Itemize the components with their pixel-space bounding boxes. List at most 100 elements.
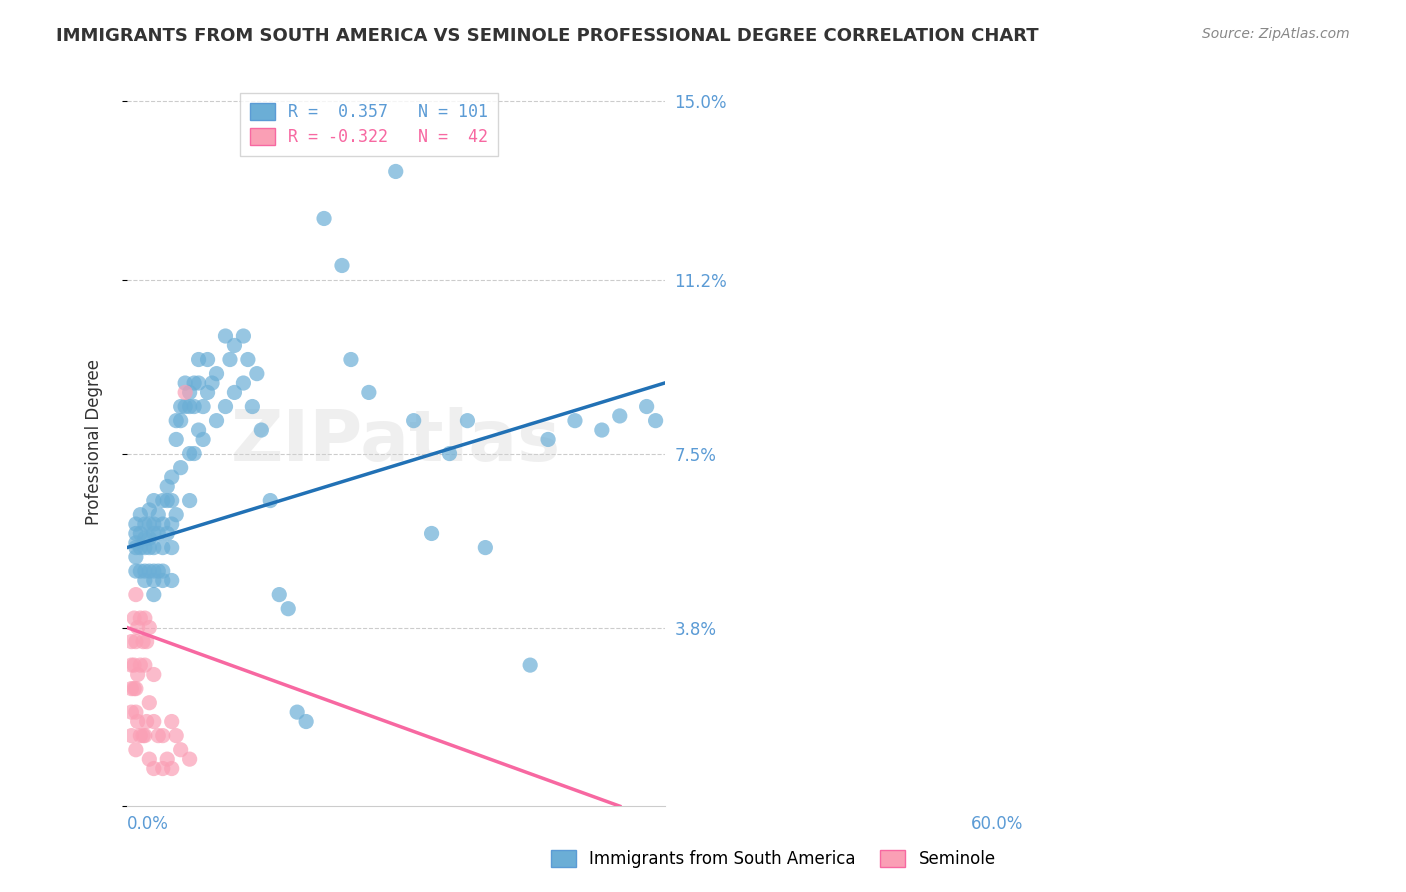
Point [250,423,273,437]
Point [134,658,156,673]
Point [134,541,156,555]
Point [125,588,148,602]
Point [160,714,183,729]
Point [179,493,201,508]
Point [125,681,148,696]
Point [456,414,478,428]
Point [259,493,281,508]
Point [134,517,156,532]
Point [152,729,174,743]
Point [120,634,142,648]
Point [165,433,187,447]
Legend: R =  0.357   N = 101, R = -0.322   N =  42: R = 0.357 N = 101, R = -0.322 N = 42 [239,93,498,156]
Point [224,338,246,352]
Point [197,352,219,367]
Point [295,714,318,729]
Point [214,329,236,343]
Point [183,400,205,414]
Point [236,352,259,367]
Point [138,564,160,578]
Point [174,400,197,414]
Point [156,752,179,766]
Point [205,414,228,428]
Point [125,743,148,757]
Point [201,376,224,390]
Text: 0.0%: 0.0% [127,815,169,833]
Point [152,493,174,508]
Point [174,385,197,400]
Point [129,564,152,578]
Point [269,588,291,602]
Point [191,433,214,447]
Point [232,329,254,343]
Point [148,508,170,522]
Point [420,526,443,541]
Point [135,634,157,648]
Point [330,259,353,273]
Text: 60.0%: 60.0% [970,815,1024,833]
Point [120,681,142,696]
Point [134,574,156,588]
Point [160,541,183,555]
Point [125,549,148,564]
Point [240,400,263,414]
Point [125,517,148,532]
Point [357,385,380,400]
Point [138,696,160,710]
Point [138,620,160,634]
Point [179,400,201,414]
Point [138,503,160,517]
Point [439,446,461,460]
Point [644,414,666,428]
Point [214,400,236,414]
Point [134,564,156,578]
Point [129,541,152,555]
Point [170,743,193,757]
Point [125,526,148,541]
Point [129,611,152,625]
Point [134,611,156,625]
Point [170,460,193,475]
Point [142,667,165,681]
Point [138,752,160,766]
Point [152,517,174,532]
Point [160,517,183,532]
Point [120,729,142,743]
Point [142,588,165,602]
Point [187,376,209,390]
Point [183,446,205,460]
Point [122,611,145,625]
Point [160,493,183,508]
Point [156,526,179,541]
Point [179,752,201,766]
Point [277,601,299,615]
Point [134,729,156,743]
Point [165,508,187,522]
Point [174,376,197,390]
Point [179,446,201,460]
Point [120,705,142,719]
Point [187,423,209,437]
Point [187,352,209,367]
Point [156,479,179,493]
Point [160,470,183,484]
Point [152,762,174,776]
Point [156,493,179,508]
Point [148,564,170,578]
Point [138,531,160,545]
Point [197,385,219,400]
Point [165,414,187,428]
Point [474,541,496,555]
Point [142,564,165,578]
Point [219,352,242,367]
Point [165,729,187,743]
Point [160,762,183,776]
Point [127,667,149,681]
Text: Source: ZipAtlas.com: Source: ZipAtlas.com [1202,27,1350,41]
Point [127,714,149,729]
Point [132,729,155,743]
Point [135,714,157,729]
Point [591,423,613,437]
Point [142,541,165,555]
Point [152,541,174,555]
